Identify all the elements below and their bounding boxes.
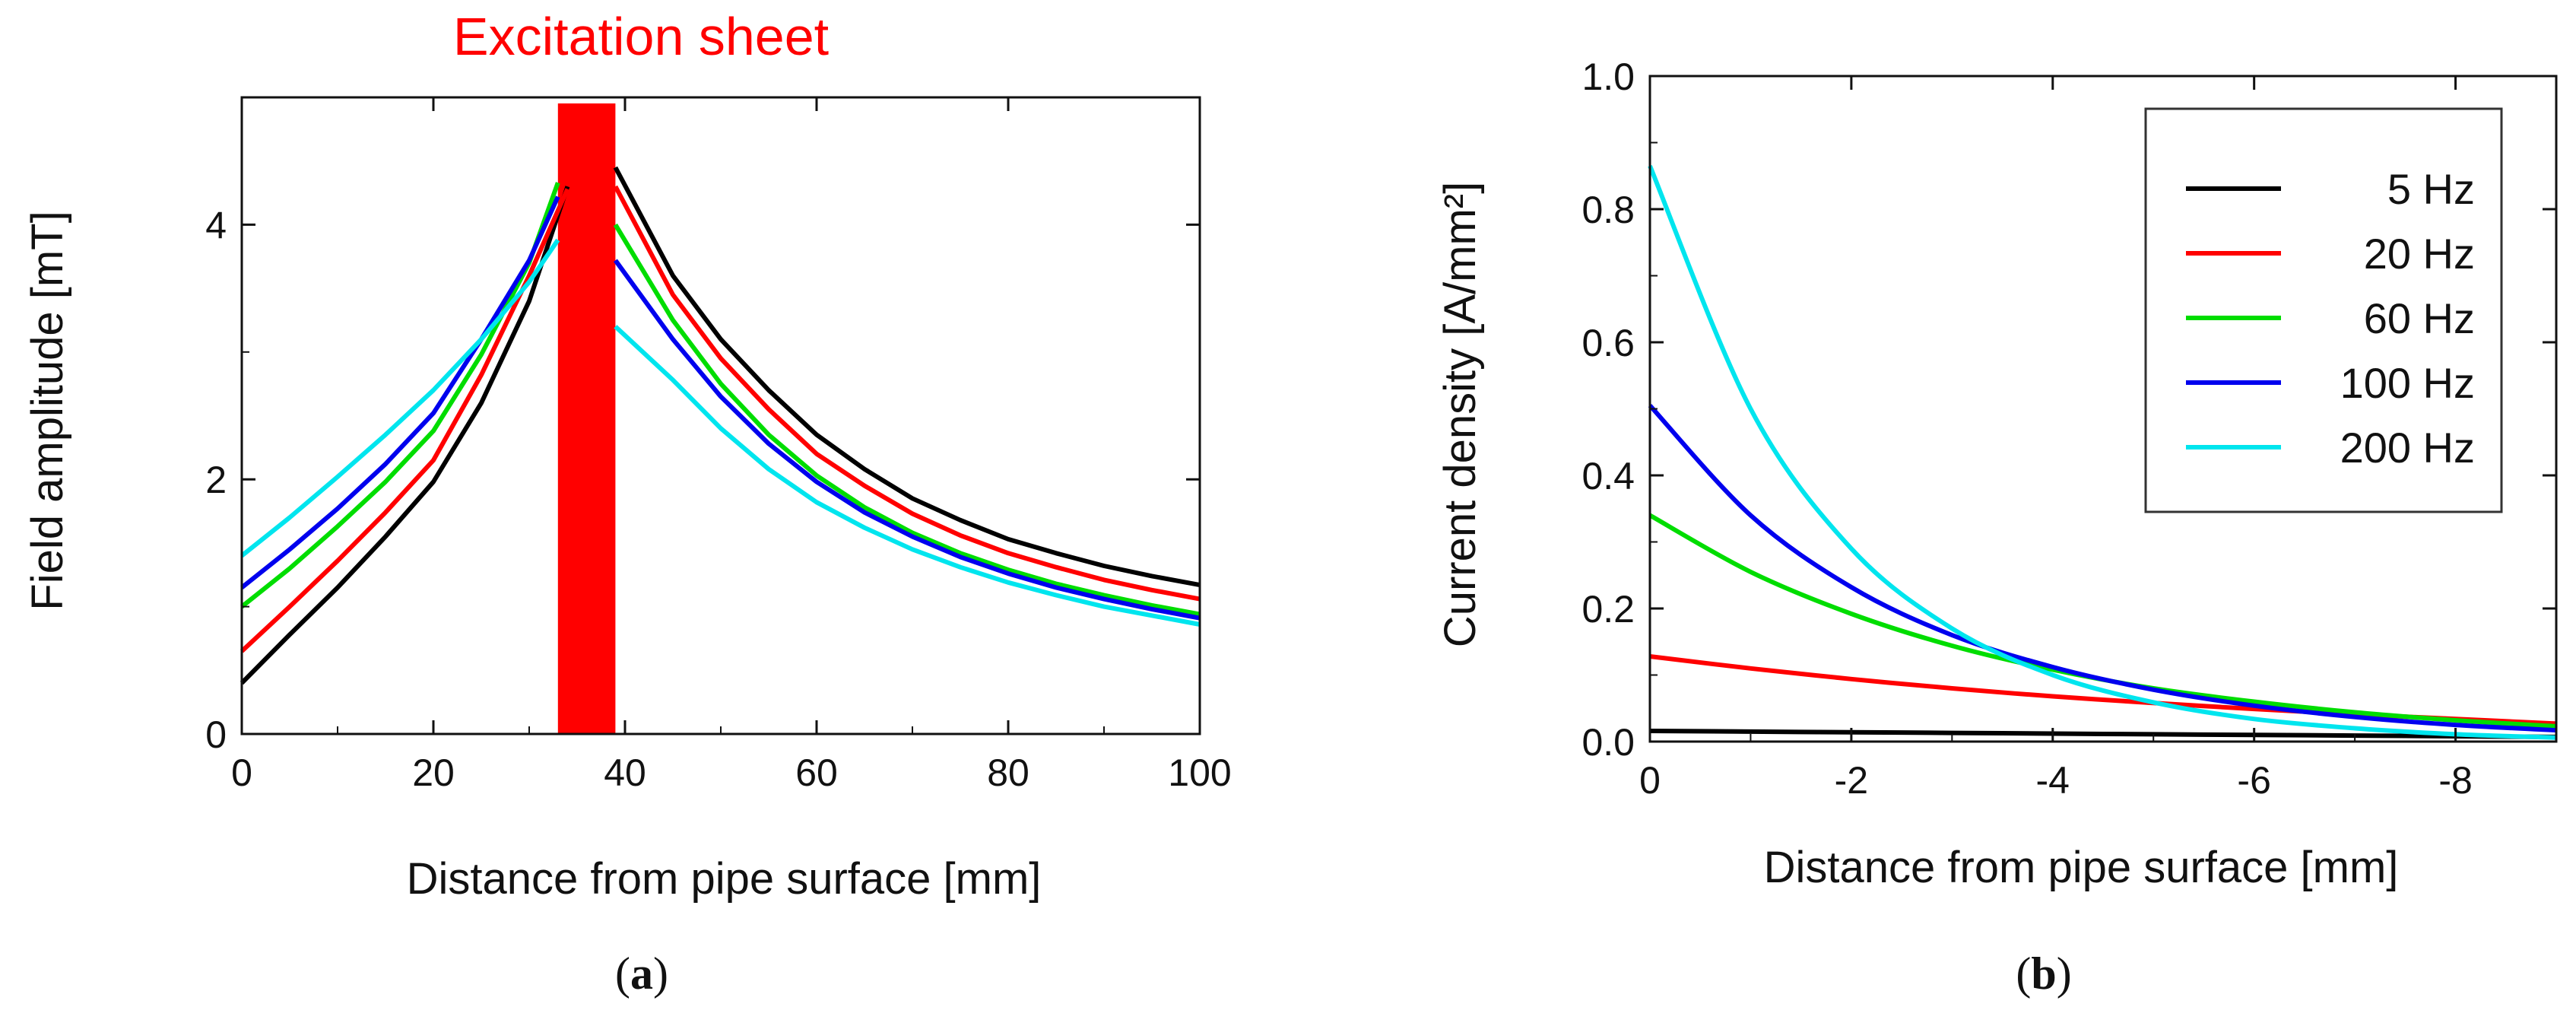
x-tick-label: -4 [2036, 759, 2070, 802]
y-tick-label: 2 [205, 459, 227, 501]
panel-b-current-density-chart: 0 -2 -4 -6 -8 0.0 0.2 0.4 0.6 0.8 1.0 Distance fro… [1436, 56, 2558, 892]
x-tick-label: -8 [2438, 759, 2472, 802]
legend-label-5hz: 5 Hz [2387, 165, 2475, 213]
series-line-20hz-left [240, 188, 570, 653]
excitation-sheet-title: Excitation sheet [453, 7, 829, 66]
panel-b-series-lines [1648, 164, 2557, 740]
caption-a: (a) [615, 948, 668, 999]
y-tick-label: 0.0 [1581, 721, 1635, 764]
y-tick-label: 4 [205, 204, 227, 246]
x-tick-label: 60 [795, 751, 838, 794]
legend-label-20hz: 20 Hz [2364, 230, 2475, 278]
series-line-100hz-left [240, 195, 560, 589]
series-line-200hz [1648, 164, 2557, 740]
series-line-60hz-right [613, 223, 1201, 617]
series-line-5hz-right [613, 166, 1201, 588]
x-tick-label: 80 [987, 751, 1029, 794]
panel-b-y-axis-title: Current density [A/mm²] [1436, 182, 1485, 647]
y-tick-label: 0 [205, 713, 227, 756]
x-tick-label: 100 [1168, 751, 1231, 794]
panel-a-plot-frame [240, 96, 1201, 735]
x-tick-label: -6 [2237, 759, 2270, 802]
series-line-100hz-right [613, 259, 1201, 621]
y-tick-label: 0.8 [1581, 189, 1635, 231]
chart-legend: 5 Hz 20 Hz 60 Hz 100 Hz 200 Hz [2144, 107, 2503, 513]
legend-label-60hz: 60 Hz [2364, 294, 2475, 342]
legend-box [2144, 107, 2503, 513]
series-line-20hz-right [613, 185, 1201, 602]
legend-label-100hz: 100 Hz [2340, 359, 2475, 407]
panel-b-axis-ticks: 0 -2 -4 -6 -8 0.0 0.2 0.4 0.6 0.8 1.0 [1581, 56, 2557, 802]
panel-a-series-lines [240, 166, 1201, 685]
y-tick-label: 0.2 [1581, 588, 1635, 631]
series-line-60hz-left [240, 182, 560, 608]
y-tick-label: 0.6 [1581, 322, 1635, 364]
panel-b-x-axis-title: Distance from pipe surface [mm] [1764, 843, 2399, 892]
series-line-100hz [1648, 404, 2557, 733]
series-line-200hz-right [614, 325, 1201, 627]
panel-a-axis-ticks: 0 20 40 60 80 100 0 2 4 [205, 97, 1232, 794]
y-tick-label: 0.4 [1581, 455, 1635, 497]
x-tick-label: -2 [1835, 759, 1868, 802]
series-line-5hz-left [240, 186, 570, 685]
panel-a-y-axis-title: Field amplitude [mT] [23, 211, 72, 610]
legend-label-200hz: 200 Hz [2340, 424, 2475, 472]
panel-a-field-amplitude-chart: Excitation sheet 0 20 40 60 80 100 0 2 4 Distanc… [23, 7, 1232, 904]
x-tick-label: 40 [604, 751, 646, 794]
x-tick-label: 0 [1639, 759, 1661, 802]
x-tick-label: 0 [231, 751, 252, 794]
excitation-sheet-bar [557, 103, 616, 734]
x-tick-label: 20 [412, 751, 455, 794]
series-line-5hz [1649, 729, 2557, 739]
caption-b: (b) [2016, 948, 2071, 999]
y-tick-label: 1.0 [1581, 56, 1635, 98]
series-line-200hz-left [240, 238, 560, 558]
panel-a-x-axis-title: Distance from pipe surface [mm] [407, 854, 1042, 904]
